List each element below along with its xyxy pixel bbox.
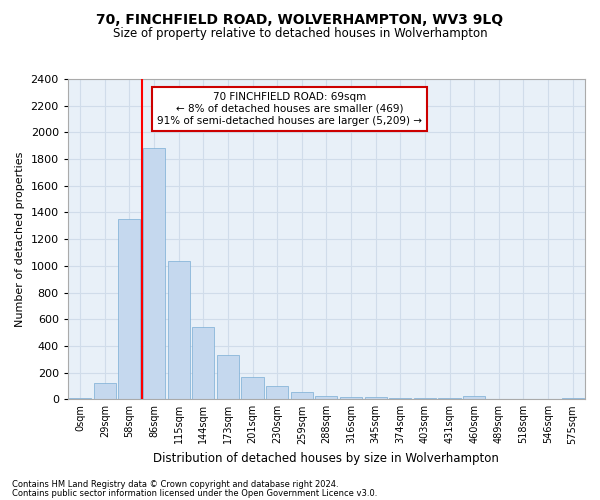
Bar <box>340 396 362 400</box>
Bar <box>291 392 313 400</box>
Bar <box>192 327 214 400</box>
Bar <box>69 398 91 400</box>
X-axis label: Distribution of detached houses by size in Wolverhampton: Distribution of detached houses by size … <box>154 452 499 465</box>
Bar <box>167 260 190 400</box>
Y-axis label: Number of detached properties: Number of detached properties <box>15 152 25 327</box>
Text: Contains HM Land Registry data © Crown copyright and database right 2024.: Contains HM Land Registry data © Crown c… <box>12 480 338 489</box>
Bar <box>241 378 263 400</box>
Bar <box>143 148 165 400</box>
Bar <box>217 356 239 400</box>
Text: Contains public sector information licensed under the Open Government Licence v3: Contains public sector information licen… <box>12 488 377 498</box>
Bar <box>94 384 116 400</box>
Bar <box>365 398 387 400</box>
Text: 70, FINCHFIELD ROAD, WOLVERHAMPTON, WV3 9LQ: 70, FINCHFIELD ROAD, WOLVERHAMPTON, WV3 … <box>97 12 503 26</box>
Bar <box>414 398 436 400</box>
Bar <box>439 398 461 400</box>
Bar <box>463 396 485 400</box>
Bar <box>316 396 337 400</box>
Text: 70 FINCHFIELD ROAD: 69sqm
← 8% of detached houses are smaller (469)
91% of semi-: 70 FINCHFIELD ROAD: 69sqm ← 8% of detach… <box>157 92 422 126</box>
Bar <box>266 386 288 400</box>
Bar <box>389 398 412 400</box>
Text: Size of property relative to detached houses in Wolverhampton: Size of property relative to detached ho… <box>113 28 487 40</box>
Bar <box>118 219 140 400</box>
Bar <box>562 398 584 400</box>
